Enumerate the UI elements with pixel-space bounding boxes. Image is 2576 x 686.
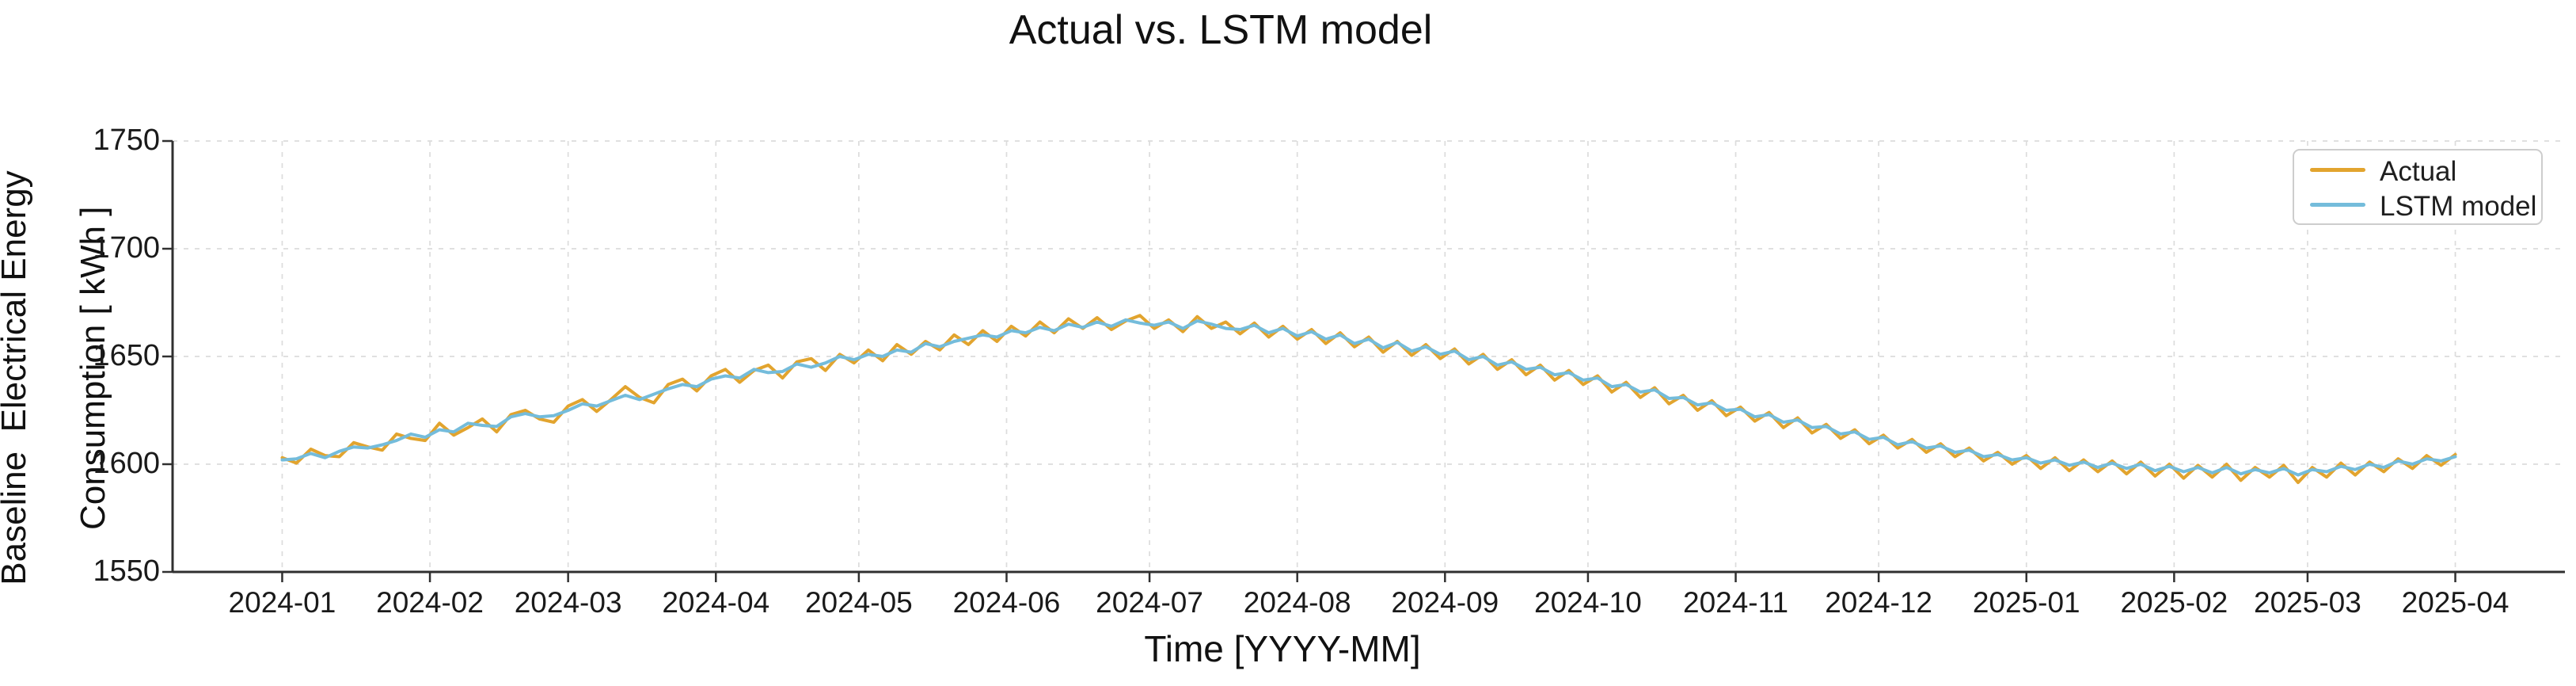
x-tick-label: 2024-06 xyxy=(952,586,1061,619)
data-series-lines xyxy=(280,314,2457,485)
x-tick-label: 2024-12 xyxy=(1825,586,1933,619)
gridlines xyxy=(173,140,2565,572)
x-tick-label: 2024-09 xyxy=(1391,586,1499,619)
chart-title-text: Actual vs. LSTM model xyxy=(1009,7,1433,53)
y-tick-label: 1650 xyxy=(93,339,160,372)
tick-marks xyxy=(162,139,2456,582)
x-axis-label: Time [YYYY-MM] xyxy=(332,627,2232,670)
legend-entry-lstm: LSTM model xyxy=(2294,185,2541,223)
legend-label-actual: Actual xyxy=(2380,156,2457,187)
y-tick-label: 1550 xyxy=(93,555,160,588)
x-tick-label: 2024-04 xyxy=(662,586,770,619)
y-tick-label: 1750 xyxy=(93,124,160,157)
x-tick-label: 2024-07 xyxy=(1096,586,1203,619)
x-tick-label: 2024-10 xyxy=(1534,586,1642,619)
x-tick-label: 2024-01 xyxy=(228,586,336,619)
actual-line-swatch xyxy=(2310,168,2365,172)
x-tick-label: 2025-03 xyxy=(2254,586,2361,619)
x-tick-label: 2024-05 xyxy=(804,586,913,619)
x-tick-label: 2025-02 xyxy=(2120,586,2228,619)
legend: Actual LSTM model xyxy=(2293,149,2543,225)
y-axis-label: Baseline Electrical Energy Consumption [… xyxy=(0,140,113,615)
x-tick-label: 2024-11 xyxy=(1683,586,1789,619)
legend-entry-actual: Actual xyxy=(2294,151,2541,189)
chart-title: Actual vs. LSTM model xyxy=(0,6,2576,54)
x-tick-label: 2025-01 xyxy=(1972,586,2080,619)
x-tick-label: 2024-03 xyxy=(514,586,622,619)
y-tick-label: 1700 xyxy=(93,231,160,265)
y-tick-label: 1600 xyxy=(93,447,160,480)
lstm-line-swatch xyxy=(2310,203,2365,207)
x-tick-label: 2024-08 xyxy=(1243,586,1351,619)
series-line-lstm-model xyxy=(280,318,2457,477)
legend-label-lstm: LSTM model xyxy=(2380,191,2537,222)
x-tick-label: 2025-04 xyxy=(2401,586,2510,619)
x-tick-label: 2024-02 xyxy=(376,586,484,619)
x-axis-label-text: Time [YYYY-MM] xyxy=(1144,628,1421,669)
